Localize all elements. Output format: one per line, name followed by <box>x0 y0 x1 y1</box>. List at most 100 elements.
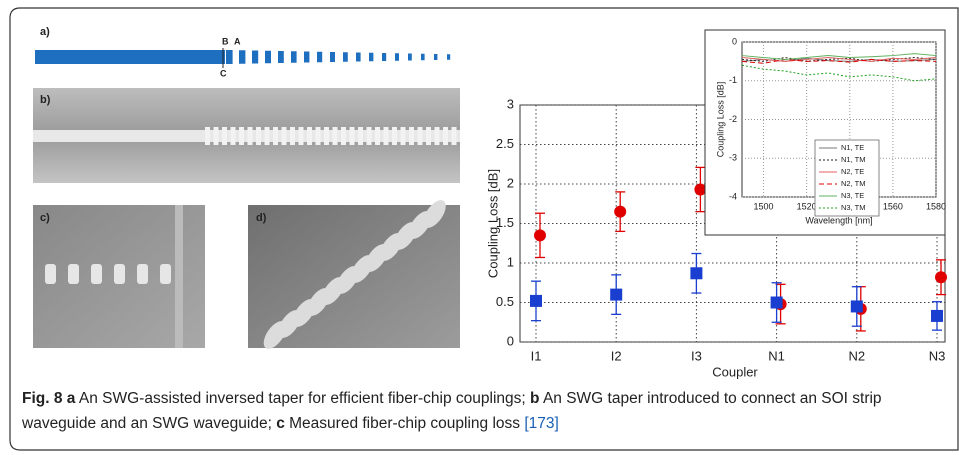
x-tick-label: N1 <box>768 348 785 363</box>
grating-tooth <box>213 127 219 145</box>
marker <box>931 309 943 322</box>
part-letter: a <box>66 390 76 407</box>
x-tick-label: 1500 <box>754 201 774 211</box>
marker <box>610 288 623 301</box>
pillar <box>68 264 79 284</box>
taper-segment <box>421 53 425 61</box>
caption: Fig. 8 a An SWG-assisted inversed taper … <box>22 386 942 436</box>
part-text: Measured fiber-chip coupling loss <box>289 415 521 432</box>
marker <box>530 294 542 307</box>
marker <box>614 205 627 218</box>
marker <box>534 229 546 242</box>
legend-label: N3, TM <box>841 203 865 212</box>
taper-segment <box>330 52 335 62</box>
y-axis-label: Coupling Loss [dB] <box>485 169 500 278</box>
reference[interactable]: [173] <box>524 415 559 432</box>
grating-tooth <box>434 127 440 145</box>
series-line <box>741 58 937 64</box>
y-tick-label: -1 <box>729 75 737 85</box>
y-tick-label: 2.5 <box>496 136 514 151</box>
part-text: An SWG taper introduced to connect an SO… <box>22 390 882 432</box>
y-axis-label: Coupling Loss [dB] <box>715 82 725 158</box>
y-tick-label: -4 <box>729 191 737 201</box>
taper-segment <box>343 52 348 62</box>
panel-label: a) <box>40 26 50 38</box>
marker <box>770 296 783 309</box>
marker <box>935 271 947 284</box>
taper-segment <box>395 53 399 61</box>
y-tick-label: -2 <box>729 114 737 124</box>
taper-segment <box>83 50 92 64</box>
grating-tooth <box>256 127 261 145</box>
taper-segment <box>447 54 451 60</box>
legend-label: N2, TM <box>841 179 865 188</box>
y-tick-label: -3 <box>729 153 737 163</box>
taper-segment <box>291 51 297 63</box>
taper-label: A <box>234 36 241 46</box>
grating-tooth <box>247 127 253 145</box>
taper-segment <box>265 50 271 64</box>
x-tick-label: 1560 <box>883 201 903 211</box>
legend-label: N1, TE <box>841 143 864 152</box>
x-tick-label: N3 <box>929 348 946 363</box>
y-tick-label: 0 <box>732 36 737 46</box>
taper-segment <box>96 50 105 64</box>
y-tick-label: 1 <box>507 254 514 269</box>
panel-label: d) <box>256 212 267 224</box>
pillar <box>114 264 125 284</box>
taper-segment <box>122 50 131 64</box>
panel-label: b) <box>40 94 51 106</box>
taper-segment <box>187 50 195 64</box>
grating-tooth <box>341 127 346 145</box>
grating-tooth <box>264 127 270 145</box>
y-tick-label: 0 <box>507 333 514 348</box>
grating-tooth <box>239 127 244 145</box>
y-tick-label: 2 <box>507 175 514 190</box>
x-tick-label: N2 <box>848 348 865 363</box>
taper-segment <box>317 51 323 63</box>
taper-segment <box>304 51 310 63</box>
taper-segment <box>70 50 79 64</box>
grating-tooth <box>307 127 312 145</box>
legend-label: N1, TM <box>841 155 865 164</box>
pillar <box>45 264 56 284</box>
taper-segment <box>382 53 387 61</box>
taper-segment <box>434 54 438 60</box>
grating-tooth <box>281 127 287 145</box>
grating-tooth <box>324 127 329 145</box>
grating-tooth <box>332 127 338 145</box>
taper-segment <box>109 50 118 64</box>
grating-tooth <box>392 127 397 145</box>
taper-segment <box>174 50 182 64</box>
taper-segment <box>278 51 284 63</box>
taper-segment <box>369 52 374 62</box>
pillar <box>91 264 102 284</box>
grating-tooth <box>417 127 423 145</box>
grating-tooth <box>409 127 414 145</box>
pillar <box>137 264 148 284</box>
taper-segment <box>213 50 220 64</box>
grating-tooth <box>426 127 431 145</box>
taper-label: C <box>220 68 227 78</box>
grating-tooth <box>358 127 363 145</box>
x-tick-label: 1520 <box>797 201 817 211</box>
series-line <box>741 56 937 62</box>
series-line <box>741 53 937 60</box>
grating-tooth <box>290 127 295 145</box>
grating-tooth <box>298 127 304 145</box>
frame <box>9 7 959 451</box>
x-tick-label: I3 <box>691 348 702 363</box>
legend-label: N3, TE <box>841 191 864 200</box>
panel-labels: a) b) c) d) B A C <box>40 26 267 224</box>
strip <box>175 205 183 348</box>
grating-tooth <box>273 127 278 145</box>
series-line <box>741 64 937 82</box>
x-axis-label: Wavelength [nm] <box>805 215 872 225</box>
pillar <box>160 264 171 284</box>
grating-tooth <box>230 127 236 145</box>
taper-segment <box>356 52 361 62</box>
pillar-3d <box>423 200 446 228</box>
legend-label: N2, TE <box>841 167 864 176</box>
figure-label: Fig. 8 <box>22 390 63 407</box>
part-text: An SWG-assisted inversed taper for effic… <box>78 390 526 407</box>
